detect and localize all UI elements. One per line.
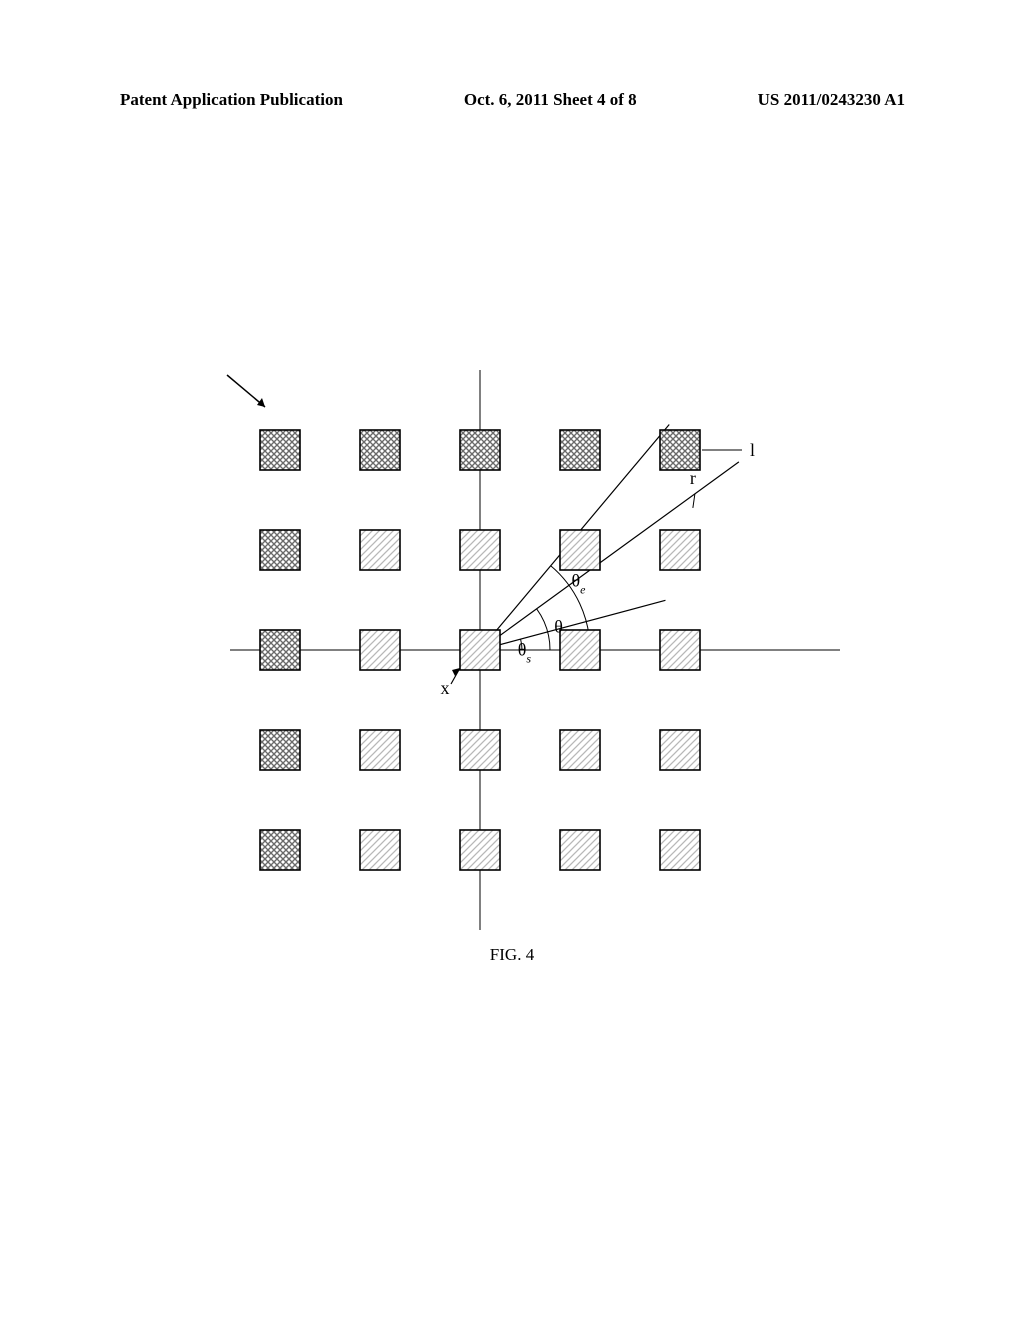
grid-cell-inner <box>660 530 700 570</box>
svg-text:r: r <box>690 468 696 488</box>
header-right: US 2011/0243230 A1 <box>758 90 905 110</box>
svg-text:θ: θ <box>554 617 563 637</box>
grid-cell-outer <box>560 430 600 470</box>
grid-cell-outer <box>260 530 300 570</box>
page-header: Patent Application Publication Oct. 6, 2… <box>120 90 905 110</box>
grid-cell-inner <box>660 730 700 770</box>
page: Patent Application Publication Oct. 6, 2… <box>0 0 1024 1320</box>
header-left: Patent Application Publication <box>120 90 343 110</box>
grid-cell-inner <box>660 630 700 670</box>
grid-cell-outer <box>660 430 700 470</box>
grid-cell-inner <box>460 630 500 670</box>
grid-cell-inner <box>360 530 400 570</box>
grid-cell-inner <box>560 530 600 570</box>
grid-cell-outer <box>360 430 400 470</box>
grid-cell-inner <box>460 730 500 770</box>
figure-caption: FIG. 4 <box>0 945 1024 965</box>
svg-text:400: 400 <box>190 370 212 374</box>
diagram-area: 400xrlθsθθe <box>190 370 890 930</box>
svg-text:x: x <box>441 678 450 698</box>
grid-cell-outer <box>260 730 300 770</box>
header-center: Oct. 6, 2011 Sheet 4 of 8 <box>464 90 637 110</box>
grid-cell-outer <box>460 430 500 470</box>
grid-cell-inner <box>560 730 600 770</box>
grid-cell-inner <box>660 830 700 870</box>
diagram-svg: 400xrlθsθθe <box>190 370 890 930</box>
grid-cell-outer <box>260 630 300 670</box>
grid-cell-inner <box>460 830 500 870</box>
grid-cell-inner <box>560 630 600 670</box>
svg-text:θs: θs <box>518 640 532 666</box>
grid-cell-inner <box>360 730 400 770</box>
grid-cell-inner <box>460 530 500 570</box>
grid-cell-inner <box>560 830 600 870</box>
grid-cell-outer <box>260 830 300 870</box>
grid-cell-inner <box>360 830 400 870</box>
grid-cell-outer <box>260 430 300 470</box>
grid-cell-inner <box>360 630 400 670</box>
svg-text:l: l <box>750 440 755 460</box>
